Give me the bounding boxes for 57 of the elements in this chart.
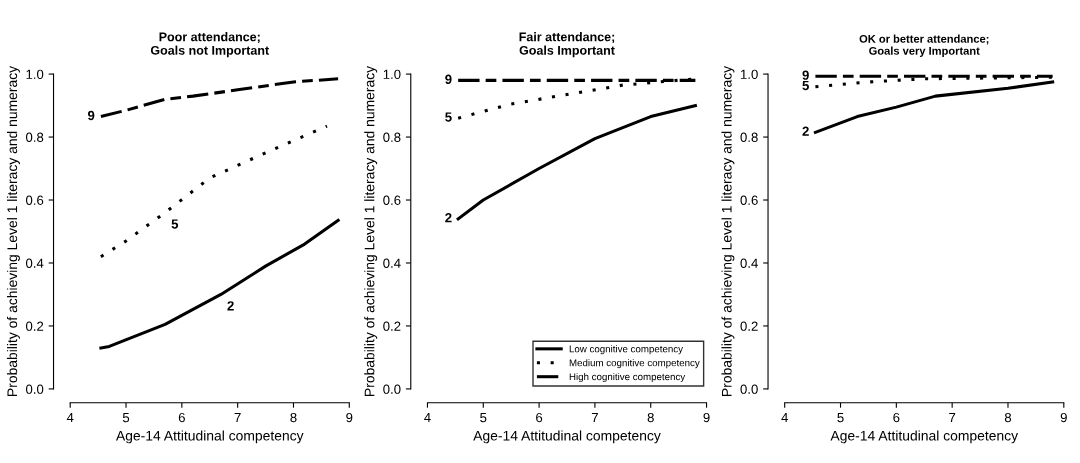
x-tick-label: 9 — [703, 412, 710, 423]
annotation: 9 — [87, 110, 95, 121]
y-tick-label: 0.8 — [740, 132, 758, 142]
y-tick-label: 0.4 — [383, 258, 401, 268]
annotation: 5 — [171, 219, 179, 229]
x-tick-label: 8 — [647, 412, 654, 423]
annotation: 5 — [802, 81, 809, 91]
y-axis-title: Probability of achieving Level 1 literacy and numeracy — [6, 65, 20, 396]
y-tick-label: 0.8 — [25, 132, 44, 142]
annotation: 5 — [445, 112, 452, 122]
legend-label: Low cognitive competency — [569, 345, 683, 355]
x-tick-label: 6 — [536, 412, 543, 423]
y-tick-label: 1.0 — [26, 69, 44, 79]
y-tick-label: 0.2 — [740, 321, 758, 331]
legend-label: High cognitive competency — [569, 373, 686, 383]
x-tick-label: 7 — [949, 413, 956, 423]
y-tick-label: 1.0 — [740, 69, 758, 79]
y-tick-label: 0.6 — [25, 195, 44, 205]
y-tick-label: 1.0 — [383, 69, 401, 79]
x-tick-label: 6 — [893, 412, 900, 423]
x-tick-label: 7 — [591, 413, 598, 423]
y-tick-label: 0.8 — [383, 132, 401, 142]
y-tick-label: 0.6 — [740, 195, 758, 205]
x-tick-label: 4 — [781, 413, 788, 423]
x-tick-label: 8 — [1004, 412, 1012, 423]
y-tick-label: 0.0 — [383, 384, 401, 394]
x-tick-label: 4 — [424, 413, 431, 423]
annotation: 9 — [445, 74, 452, 84]
y-tick-label: 0.4 — [25, 258, 44, 268]
y-axis-title: Probability of achieving Level 1 literacy and numeracy — [721, 65, 735, 396]
y-tick-label: 0.2 — [25, 321, 44, 331]
x-tick-label: 5 — [837, 413, 844, 423]
y-tick-label: 0.4 — [740, 258, 758, 268]
x-tick-label: 6 — [178, 412, 185, 423]
y-tick-label: 0.6 — [383, 195, 401, 205]
annotation: 9 — [802, 70, 809, 80]
legend-label: Medium cognitive competency — [569, 359, 700, 369]
x-tick-label: 9 — [346, 412, 353, 423]
x-tick-label: 4 — [66, 413, 74, 423]
y-tick-label: 0.2 — [383, 321, 401, 331]
y-tick-label: 0.0 — [740, 384, 758, 394]
chart-title: Fair attendance; Goals Important — [519, 32, 615, 58]
annotation: 2 — [445, 213, 452, 223]
chart-title: Poor attendance; Goals not Important — [150, 32, 269, 58]
x-tick-label: 8 — [290, 412, 297, 423]
chart-title: OK or better attendance; Goals very Important — [859, 34, 989, 57]
y-axis-title: Probability of achieving Level 1 literacy and numeracy — [364, 65, 378, 396]
x-tick-label: 5 — [480, 413, 487, 423]
y-tick-label: 0.0 — [25, 384, 44, 394]
annotation: 2 — [802, 126, 809, 136]
x-axis-title: Age-14 Attitudinal competency — [115, 430, 304, 444]
x-tick-label: 9 — [1060, 412, 1067, 423]
x-tick-label: 7 — [234, 413, 241, 423]
annotation: 2 — [227, 301, 234, 311]
x-axis-title: Age-14 Attitudinal competency — [830, 430, 1019, 444]
x-tick-label: 5 — [122, 413, 130, 423]
x-axis-title: Age-14 Attitudinal competency — [473, 430, 661, 444]
